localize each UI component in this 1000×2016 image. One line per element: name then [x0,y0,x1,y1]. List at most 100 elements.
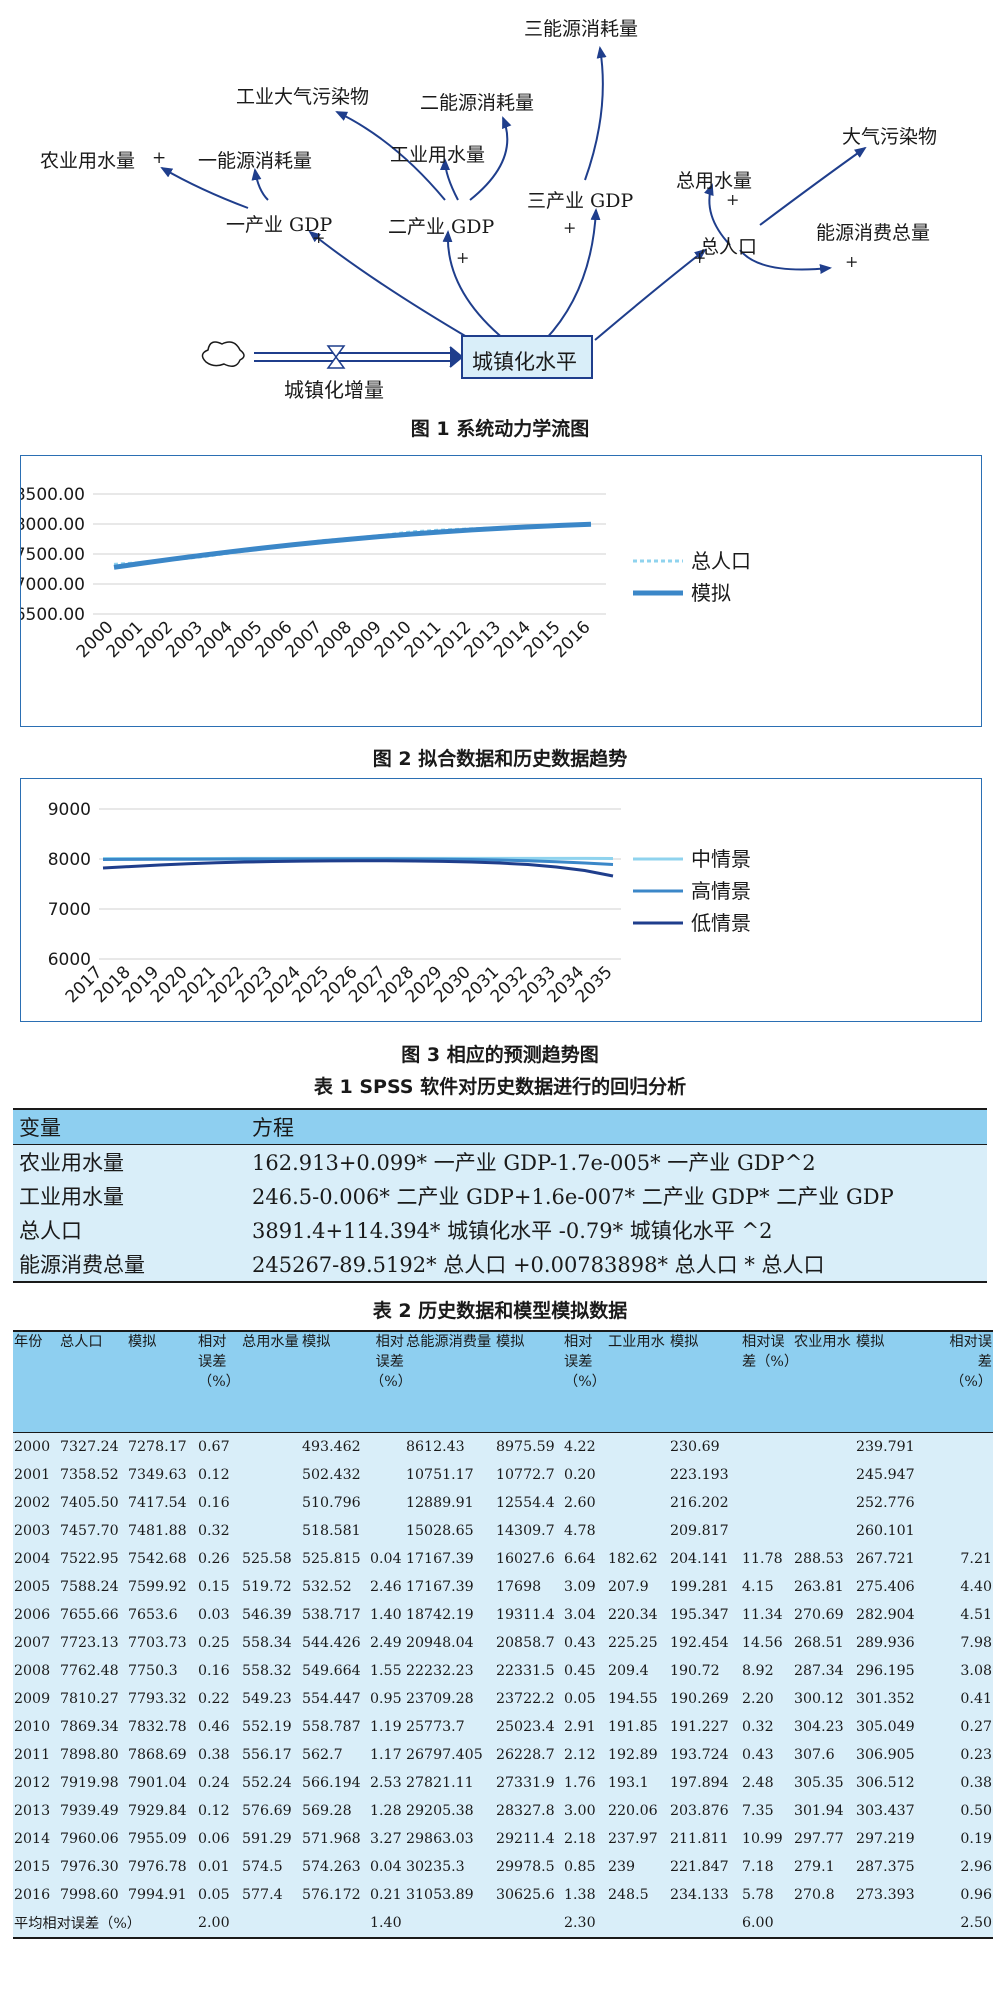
table-cell: 3.08 [960,1663,992,1679]
table-cell: 2012 [14,1775,51,1791]
table-cell: 297.77 [794,1831,844,1847]
table-cell: 18742.19 [406,1607,474,1623]
table-header-row: 变量 方程 [13,1108,987,1145]
table-cell [369,1461,405,1489]
header-cell: 模拟 [669,1330,741,1433]
table-cell: 7703.73 [128,1635,187,1651]
arrow-urban-to-population [594,248,707,341]
table-cell: 11.34 [742,1607,783,1623]
y-tick-label: 7000 [48,900,91,920]
table-cell: 7793.32 [128,1691,187,1707]
table-cell: 2003 [14,1523,51,1539]
table-cell: 7919.98 [60,1775,119,1791]
header-cell: 总人口 [59,1330,127,1433]
table-cell [741,1461,793,1489]
table-cell [793,1517,855,1545]
table-row: 2000 7327.24 7278.17 0.67 493.462 8612.43 8975… [13,1433,993,1462]
table-cell: 191.227 [670,1719,729,1735]
flow-arrowhead [449,346,464,368]
table-cell: 0.32 [742,1719,774,1735]
table-cell: 204.141 [670,1551,729,1567]
table-cell [943,1433,993,1462]
table-cell: 192.454 [670,1635,729,1651]
table-cell: 2000 [14,1439,51,1455]
node-secondary-gdp: 二产业 GDP [388,216,495,238]
table-cell: 270.8 [794,1887,835,1903]
table-cell: 297.219 [856,1831,915,1847]
legend-label: 低情景 [691,911,751,935]
table-row: 工业用水量 246.5-0.006* 二产业 GDP+1.6e-007* 二产业… [13,1179,987,1213]
table-cell: 23709.28 [406,1691,474,1707]
arrow-urban-to-primary [308,230,473,341]
table-cell: 2.96 [960,1859,992,1875]
table-cell: 能源消费总量 [13,1247,246,1283]
table-cell: 0.04 [370,1859,402,1875]
table-cell: 2.20 [742,1691,774,1707]
table-cell: 0.22 [198,1691,230,1707]
node-tertiary-gdp: 三产业 GDP [527,190,634,212]
node-energy-tertiary: 三能源消耗量 [524,18,639,40]
table-cell: 2.53 [370,1775,402,1791]
table-cell: 0.15 [198,1579,230,1595]
table-cell: 549.664 [302,1663,361,1679]
plus-sign: + [152,148,167,168]
table-cell [607,1461,669,1489]
table-cell: 总人口 [19,1219,82,1243]
table-cell: 1.19 [370,1719,402,1735]
table-cell: 23722.2 [496,1691,555,1707]
header-cell: 总用水量 [241,1330,301,1433]
table-cell: 211.811 [670,1831,729,1847]
table-cell: 22331.5 [496,1663,555,1679]
table-cell: 7898.80 [60,1747,119,1763]
table-cell: 558.32 [242,1663,292,1679]
table-cell: 0.06 [198,1831,230,1847]
table-cell: 0.67 [198,1439,230,1455]
table-cell: 27331.9 [496,1775,555,1791]
table-cell: 225.25 [608,1635,658,1651]
table-cell: 7869.34 [60,1719,119,1735]
table-cell: 7.35 [742,1803,774,1819]
table-cell: 2007 [14,1635,51,1651]
table-cell: 234.133 [670,1887,729,1903]
table-cell: 7358.52 [60,1467,119,1483]
table-cell: 2002 [14,1495,51,1511]
table-cell: 7960.06 [60,1831,119,1847]
table-cell [793,1489,855,1517]
table-cell: 29211.4 [496,1831,555,1847]
table-cell: 209.817 [670,1523,729,1539]
table-cell: 7481.88 [128,1523,187,1539]
table-row: 2015 7976.30 7976.78 0.01 574.5 574.263 0.04 30… [13,1853,993,1881]
table-cell: 20858.7 [496,1635,555,1651]
table-cell: 8612.43 [406,1439,465,1455]
table-cell: 0.96 [960,1887,992,1903]
table-cell: 301.352 [856,1691,915,1707]
avg-pop-error: 2.00 [197,1909,241,1939]
table-cell: 28327.8 [496,1803,555,1819]
table-cell: 197.894 [670,1775,729,1791]
table-cell: 182.62 [608,1551,658,1567]
table-cell: 27821.11 [406,1775,474,1791]
table-cell: 14309.7 [496,1523,555,1539]
table-cell: 7522.95 [60,1551,119,1567]
header-cell: 模拟 [855,1330,943,1433]
table-cell: 29863.03 [406,1831,474,1847]
node-agricultural-water: 农业用水量 [40,150,136,172]
table-cell: 0.38 [960,1775,992,1791]
table-row: 2008 7762.48 7750.3 0.16 558.32 549.664 1.55 22… [13,1657,993,1685]
table-cell [369,1489,405,1517]
table-cell: 4.51 [960,1607,992,1623]
table-cell: 7599.92 [128,1579,187,1595]
table-cell: 296.195 [856,1663,915,1679]
header-cell: 模拟 [495,1330,563,1433]
arrow-urban-to-tertiary [544,208,601,341]
table-cell: 30625.6 [496,1887,555,1903]
table-cell: 0.03 [198,1607,230,1623]
plus-sign: + [845,252,859,271]
table-cell: 2010 [14,1719,51,1735]
table-cell: 7723.13 [60,1635,119,1651]
table-cell: 10751.17 [406,1467,474,1483]
table-cell: 0.32 [198,1523,230,1539]
legend-label: 总人口 [691,549,751,573]
table-cell [241,1433,301,1462]
table-cell: 7542.68 [128,1551,187,1567]
